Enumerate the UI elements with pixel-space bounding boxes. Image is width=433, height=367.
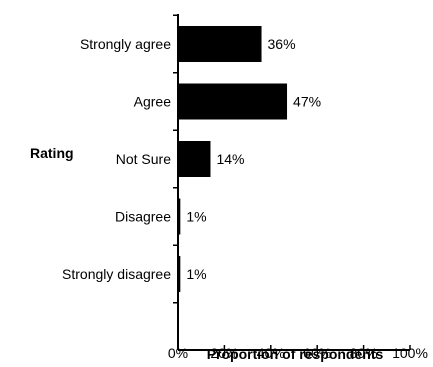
value-label: 1%	[186, 266, 206, 282]
value-label: 36%	[268, 36, 296, 52]
bar	[178, 26, 262, 62]
category-label: Strongly disagree	[62, 266, 171, 282]
x-tick-label: 20%	[210, 345, 238, 361]
x-tick-label: 40%	[257, 345, 285, 361]
axes-group	[173, 14, 411, 351]
x-tick-label: 60%	[303, 345, 331, 361]
bar	[178, 141, 211, 177]
bar	[178, 83, 288, 120]
x-tick-label: 100%	[392, 345, 428, 361]
value-label: 47%	[293, 94, 321, 110]
bar	[178, 198, 181, 235]
x-axis-title: Proportion of respondents	[207, 346, 384, 362]
category-label: Not Sure	[116, 151, 171, 167]
category-label: Disagree	[115, 209, 171, 225]
labels-group: Strongly agree 36% Agree 47% Not Sure 14% Disa…	[62, 36, 428, 361]
bar	[178, 256, 181, 292]
bars-group	[178, 26, 288, 292]
x-tick-label: 80%	[350, 345, 378, 361]
category-label: Strongly agree	[80, 36, 171, 52]
value-label: 14%	[216, 151, 244, 167]
y-axis-title: Rating	[30, 145, 74, 161]
value-label: 1%	[186, 209, 206, 225]
x-tick-label: 0%	[168, 345, 188, 361]
category-label: Agree	[134, 94, 172, 110]
